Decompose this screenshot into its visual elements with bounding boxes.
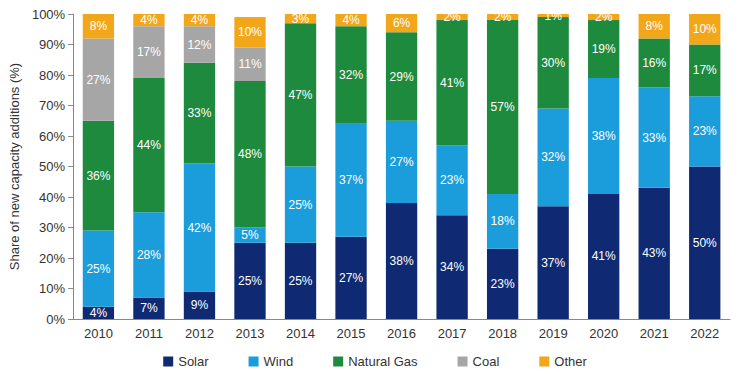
- svg-text:33%: 33%: [187, 106, 211, 120]
- svg-text:4%: 4%: [90, 306, 108, 320]
- svg-text:30%: 30%: [39, 220, 65, 235]
- svg-text:2016: 2016: [387, 326, 416, 341]
- svg-text:27%: 27%: [390, 155, 414, 169]
- svg-text:28%: 28%: [137, 248, 161, 262]
- svg-text:11%: 11%: [238, 57, 261, 71]
- svg-text:17%: 17%: [693, 63, 717, 77]
- svg-text:25%: 25%: [86, 262, 110, 276]
- svg-text:25%: 25%: [289, 274, 313, 288]
- svg-text:10%: 10%: [693, 22, 717, 36]
- svg-text:42%: 42%: [187, 221, 211, 235]
- svg-text:100%: 100%: [32, 7, 66, 22]
- svg-text:2019: 2019: [539, 326, 568, 341]
- svg-text:60%: 60%: [39, 129, 65, 144]
- svg-text:2021: 2021: [640, 326, 669, 341]
- svg-text:Natural Gas: Natural Gas: [348, 354, 418, 369]
- svg-text:36%: 36%: [86, 169, 110, 183]
- svg-text:19%: 19%: [592, 42, 616, 56]
- svg-text:1%: 1%: [544, 9, 562, 23]
- svg-text:37%: 37%: [339, 173, 363, 187]
- svg-text:Wind: Wind: [264, 354, 294, 369]
- svg-text:50%: 50%: [39, 159, 65, 174]
- svg-text:50%: 50%: [693, 236, 717, 250]
- svg-text:38%: 38%: [592, 129, 616, 143]
- svg-text:2014: 2014: [286, 326, 315, 341]
- svg-text:12%: 12%: [187, 38, 211, 52]
- svg-text:32%: 32%: [339, 68, 363, 82]
- svg-text:8%: 8%: [90, 19, 108, 33]
- svg-text:38%: 38%: [390, 254, 414, 268]
- svg-text:25%: 25%: [289, 198, 313, 212]
- svg-text:30%: 30%: [541, 56, 565, 70]
- svg-text:48%: 48%: [238, 147, 262, 161]
- svg-text:4%: 4%: [140, 13, 158, 27]
- svg-text:8%: 8%: [646, 19, 664, 33]
- svg-text:2015: 2015: [337, 326, 366, 341]
- svg-text:25%: 25%: [238, 274, 262, 288]
- svg-text:23%: 23%: [693, 124, 717, 138]
- svg-text:Share of new capacity addition: Share of new capacity additions (%): [7, 63, 22, 270]
- svg-text:4%: 4%: [342, 13, 360, 27]
- svg-text:34%: 34%: [440, 260, 464, 274]
- svg-text:2012: 2012: [185, 326, 214, 341]
- svg-text:2018: 2018: [488, 326, 517, 341]
- svg-text:80%: 80%: [39, 68, 65, 83]
- svg-text:10%: 10%: [39, 281, 65, 296]
- svg-text:2011: 2011: [135, 326, 163, 341]
- svg-text:23%: 23%: [440, 173, 464, 187]
- svg-text:2013: 2013: [236, 326, 265, 341]
- svg-text:27%: 27%: [339, 271, 363, 285]
- svg-text:43%: 43%: [642, 246, 666, 260]
- svg-text:17%: 17%: [137, 45, 161, 59]
- svg-text:16%: 16%: [642, 56, 666, 70]
- svg-text:18%: 18%: [491, 214, 515, 228]
- svg-text:0%: 0%: [46, 312, 65, 327]
- svg-text:Solar: Solar: [178, 354, 209, 369]
- svg-text:4%: 4%: [191, 13, 209, 27]
- svg-text:9%: 9%: [191, 298, 209, 312]
- svg-text:23%: 23%: [491, 277, 515, 291]
- svg-text:Other: Other: [554, 354, 587, 369]
- svg-text:7%: 7%: [140, 301, 158, 315]
- svg-text:90%: 90%: [39, 37, 65, 52]
- svg-text:32%: 32%: [541, 150, 565, 164]
- svg-text:2%: 2%: [595, 10, 613, 24]
- svg-text:2020: 2020: [589, 326, 618, 341]
- svg-text:2010: 2010: [84, 326, 113, 341]
- svg-text:2%: 2%: [494, 10, 512, 24]
- svg-text:29%: 29%: [390, 70, 414, 84]
- svg-text:3%: 3%: [292, 12, 310, 26]
- svg-text:70%: 70%: [39, 98, 65, 113]
- svg-text:37%: 37%: [541, 256, 565, 270]
- svg-text:20%: 20%: [39, 251, 65, 266]
- svg-text:5%: 5%: [241, 228, 259, 242]
- svg-text:41%: 41%: [592, 249, 616, 263]
- svg-text:2%: 2%: [443, 10, 461, 24]
- svg-text:44%: 44%: [137, 138, 161, 152]
- svg-text:33%: 33%: [642, 131, 666, 145]
- svg-text:2017: 2017: [438, 326, 467, 341]
- svg-text:Coal: Coal: [473, 354, 500, 369]
- svg-text:40%: 40%: [39, 190, 65, 205]
- svg-text:41%: 41%: [440, 76, 464, 90]
- svg-text:27%: 27%: [86, 73, 110, 87]
- svg-text:10%: 10%: [238, 25, 262, 39]
- svg-text:6%: 6%: [393, 16, 411, 30]
- svg-text:57%: 57%: [491, 100, 515, 114]
- svg-text:2022: 2022: [690, 326, 719, 341]
- svg-text:47%: 47%: [289, 88, 313, 102]
